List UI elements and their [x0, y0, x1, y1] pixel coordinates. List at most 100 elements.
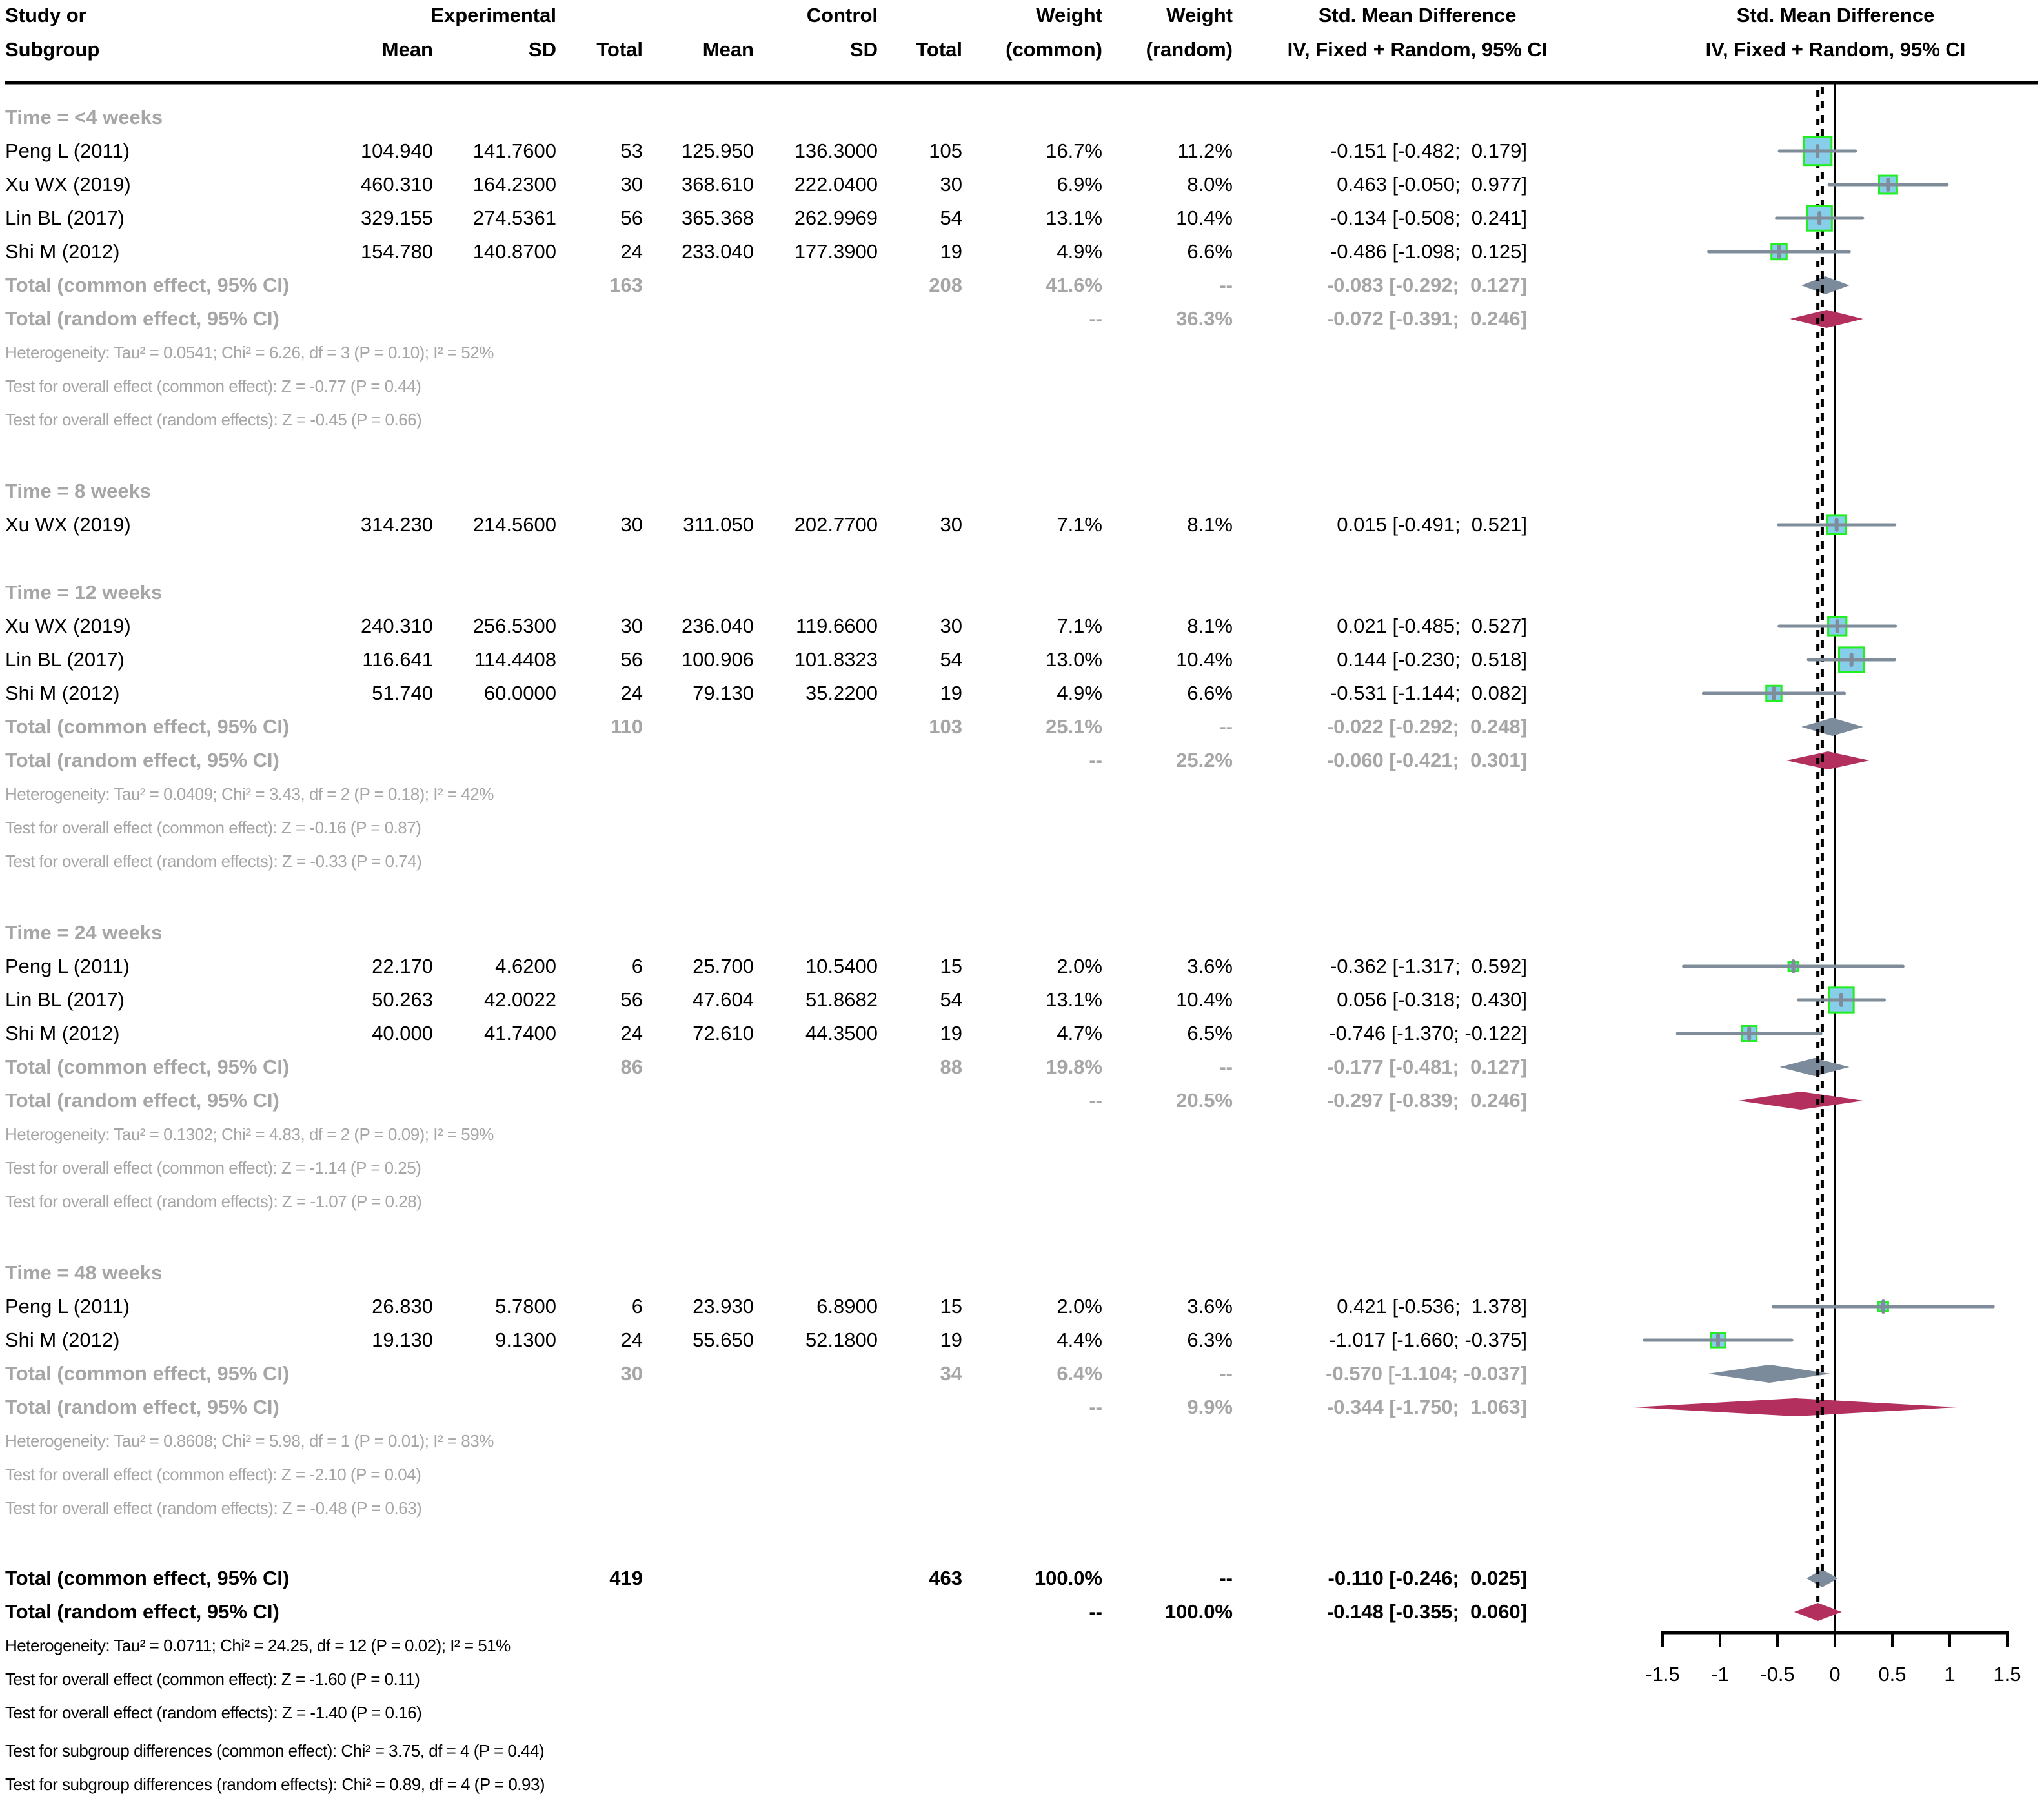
experimental-sd-cell: 256.5300	[472, 615, 556, 637]
experimental-total-cell: 163	[609, 274, 643, 296]
weight-random-cell: 36.3%	[1176, 307, 1233, 330]
control-sd-cell: 202.7700	[794, 513, 878, 536]
weight-common-cell: 100.0%	[1034, 1567, 1102, 1589]
subgroup-header: Time = 8 weeks	[0, 478, 2044, 504]
study-label: Shi M (2012)	[5, 240, 120, 263]
subgroup-statistic-line: Test for overall effect (random effects)…	[0, 1495, 2044, 1521]
experimental-sd-cell: 141.7600	[472, 139, 556, 162]
control-mean-cell: 47.604	[693, 988, 754, 1011]
header-control-total: Total	[916, 38, 962, 61]
experimental-total-cell: 24	[620, 1022, 643, 1044]
smd-ci-cell: 0.144 [-0.230; 0.518]	[1337, 648, 1527, 671]
weight-random-cell: 11.2%	[1177, 139, 1233, 162]
control-total-cell: 19	[940, 240, 962, 263]
weight-random-cell: --	[1219, 1567, 1233, 1589]
experimental-total-cell: 30	[620, 173, 643, 196]
smd-ci-cell: -0.060 [-0.421; 0.301]	[1326, 749, 1527, 771]
experimental-mean-cell: 329.155	[360, 207, 433, 229]
experimental-sd-cell: 214.5600	[472, 513, 556, 536]
row-label: Heterogeneity: Tau² = 0.0541; Chi² = 6.2…	[5, 343, 494, 362]
experimental-sd-cell: 114.4408	[474, 648, 556, 671]
subgroup-total-common-row: Total (common effect, 95% CI) 163 208 41.6%…	[0, 272, 2044, 298]
weight-random-cell: --	[1219, 715, 1233, 738]
weight-random-cell: 9.9%	[1187, 1396, 1233, 1418]
weight-common-cell: --	[1089, 1089, 1102, 1112]
subgroup-header: Time = <4 weeks	[0, 105, 2044, 130]
header-study-line2: Subgroup	[5, 38, 100, 61]
weight-random-cell: 8.1%	[1187, 513, 1233, 536]
weight-common-cell: 6.9%	[1057, 173, 1102, 196]
plot-title-line2: IV, Fixed + Random, 95% CI	[1705, 38, 1966, 61]
experimental-total-cell: 86	[620, 1055, 643, 1078]
experimental-mean-cell: 314.230	[360, 513, 433, 536]
study-row: Xu WX (2019) 314.230 214.5600 30 311.050 202.…	[0, 512, 2044, 538]
experimental-total-cell: 30	[620, 513, 643, 536]
smd-ci-cell: 0.421 [-0.536; 1.378]	[1337, 1295, 1527, 1318]
x-axis-tick-label: -1.5	[1645, 1663, 1679, 1686]
control-mean-cell: 233.040	[681, 240, 754, 263]
weight-random-cell: --	[1219, 1362, 1233, 1385]
overall-total-common-row: Total (common effect, 95% CI) 419 463 100.0…	[0, 1565, 2044, 1591]
row-label: Test for subgroup differences (random ef…	[5, 1775, 545, 1794]
study-label: Xu WX (2019)	[5, 615, 131, 637]
smd-ci-cell: -0.134 [-0.508; 0.241]	[1330, 207, 1527, 229]
study-label: Peng L (2011)	[5, 955, 130, 977]
smd-ci-cell: -0.151 [-0.482; 0.179]	[1330, 139, 1527, 162]
plot-title-line1: Std. Mean Difference	[1736, 4, 1935, 26]
smd-ci-cell: -0.531 [-1.144; 0.082]	[1330, 682, 1527, 704]
smd-ci-cell: -0.344 [-1.750; 1.063]	[1326, 1396, 1527, 1418]
control-mean-cell: 311.050	[683, 513, 754, 536]
subgroup-label: Time = 8 weeks	[5, 480, 152, 502]
experimental-total-cell: 53	[620, 139, 643, 162]
study-row: Lin BL (2017) 116.641 114.4408 56 100.906 101…	[0, 647, 2044, 673]
control-total-cell: 88	[940, 1055, 962, 1078]
pooled-common-diamond	[1801, 276, 1850, 294]
x-axis-tick-label: 0.5	[1878, 1663, 1906, 1686]
weight-random-cell: 10.4%	[1176, 988, 1233, 1011]
study-row: Lin BL (2017) 329.155 274.5361 56 365.368 262…	[0, 205, 2044, 231]
experimental-sd-cell: 140.8700	[472, 240, 556, 263]
subgroup-statistic-line: Test for overall effect (random effects)…	[0, 407, 2044, 433]
control-sd-cell: 51.8682	[805, 988, 878, 1011]
smd-ci-cell: -0.022 [-0.292; 0.248]	[1326, 715, 1527, 738]
weight-random-cell: 10.4%	[1176, 648, 1233, 671]
study-row: Peng L (2011) 104.940 141.7600 53 125.950 136…	[0, 138, 2044, 164]
subgroup-header: Time = 24 weeks	[0, 920, 2044, 946]
experimental-mean-cell: 22.170	[372, 955, 433, 977]
subgroup-total-random-row: Total (random effect, 95% CI) -- 36.3% -0.0…	[0, 306, 2044, 332]
weight-common-cell: 4.7%	[1057, 1022, 1102, 1044]
control-total-cell: 105	[929, 139, 962, 162]
subgroup-label: Time = <4 weeks	[5, 106, 163, 128]
control-sd-cell: 44.3500	[805, 1022, 878, 1044]
x-axis-tick-label: 1.5	[1993, 1663, 2021, 1686]
experimental-total-cell: 419	[609, 1567, 643, 1589]
experimental-mean-cell: 40.000	[372, 1022, 433, 1044]
weight-random-cell: --	[1219, 1055, 1233, 1078]
weight-common-cell: 4.4%	[1057, 1329, 1102, 1351]
experimental-total-cell: 30	[620, 1362, 643, 1385]
weight-random-cell: 10.4%	[1176, 207, 1233, 229]
control-total-cell: 19	[940, 1329, 962, 1351]
experimental-sd-cell: 60.0000	[483, 682, 556, 704]
control-sd-cell: 177.3900	[794, 240, 878, 263]
weight-random-cell: 6.3%	[1187, 1329, 1233, 1351]
smd-ci-cell: -0.486 [-1.098; 0.125]	[1330, 240, 1527, 263]
weight-random-cell: 6.6%	[1187, 682, 1233, 704]
experimental-mean-cell: 154.780	[360, 240, 433, 263]
control-total-cell: 208	[929, 274, 962, 296]
overall-statistic-line: Heterogeneity: Tau² = 0.0711; Chi² = 24.…	[0, 1633, 2044, 1658]
weight-random-cell: 25.2%	[1176, 749, 1233, 771]
control-sd-cell: 6.8900	[816, 1295, 878, 1318]
header-control: Control	[806, 4, 878, 26]
control-mean-cell: 365.368	[681, 207, 754, 229]
control-total-cell: 19	[940, 1022, 962, 1044]
row-label: Test for overall effect (common effect):…	[5, 1158, 421, 1177]
smd-ci-cell: -0.072 [-0.391; 0.246]	[1326, 307, 1527, 330]
control-sd-cell: 52.1800	[805, 1329, 878, 1351]
experimental-sd-cell: 41.7400	[483, 1022, 556, 1044]
control-total-cell: 463	[929, 1567, 962, 1589]
subgroup-label: Time = 12 weeks	[5, 581, 163, 604]
control-sd-cell: 262.9969	[794, 207, 878, 229]
weight-common-cell: 6.4%	[1057, 1362, 1102, 1385]
weight-common-cell: 16.7%	[1046, 139, 1102, 162]
